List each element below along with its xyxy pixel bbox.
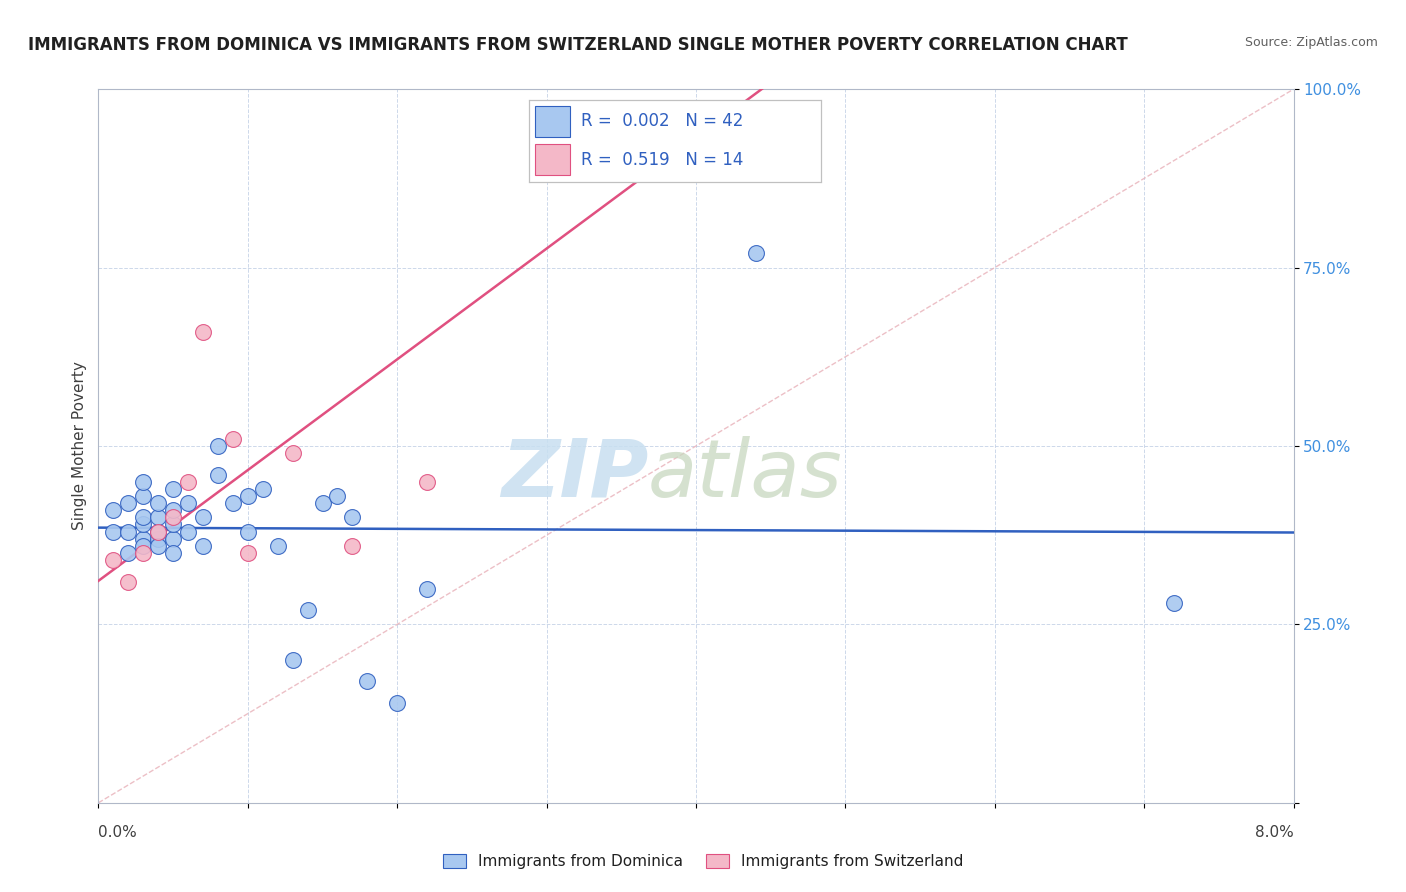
Point — [385, 696, 409, 710]
Point — [162, 546, 184, 560]
Point — [117, 574, 139, 589]
Point — [132, 489, 155, 503]
Y-axis label: Single Mother Poverty: Single Mother Poverty — [72, 361, 87, 531]
Point — [236, 489, 259, 503]
Point — [162, 517, 184, 532]
Point — [311, 496, 333, 510]
Point — [132, 546, 155, 560]
Point — [342, 510, 364, 524]
Text: Source: ZipAtlas.com: Source: ZipAtlas.com — [1244, 36, 1378, 49]
Point — [207, 467, 229, 482]
Point — [191, 510, 214, 524]
Point — [132, 510, 155, 524]
Point — [297, 603, 319, 617]
Point — [132, 517, 155, 532]
Point — [132, 475, 155, 489]
Point — [132, 539, 155, 553]
Point — [117, 524, 139, 539]
Point — [207, 439, 229, 453]
Point — [252, 482, 274, 496]
Point — [148, 539, 170, 553]
Point — [326, 489, 349, 503]
Point — [416, 582, 439, 596]
Point — [281, 653, 304, 667]
Point — [103, 503, 125, 517]
Point — [1163, 596, 1185, 610]
Point — [745, 246, 768, 260]
Point — [148, 524, 170, 539]
Point — [162, 482, 184, 496]
Text: IMMIGRANTS FROM DOMINICA VS IMMIGRANTS FROM SWITZERLAND SINGLE MOTHER POVERTY CO: IMMIGRANTS FROM DOMINICA VS IMMIGRANTS F… — [28, 36, 1128, 54]
Point — [162, 532, 184, 546]
Point — [148, 532, 170, 546]
Point — [267, 539, 290, 553]
Point — [550, 139, 572, 153]
Point — [162, 503, 184, 517]
Point — [117, 546, 139, 560]
Point — [191, 325, 214, 339]
Point — [103, 524, 125, 539]
Point — [162, 510, 184, 524]
Text: ZIP: ZIP — [501, 435, 648, 514]
Point — [117, 496, 139, 510]
Text: 0.0%: 0.0% — [98, 825, 138, 840]
Point — [103, 553, 125, 567]
Legend: Immigrants from Dominica, Immigrants from Switzerland: Immigrants from Dominica, Immigrants fro… — [437, 848, 969, 875]
Point — [236, 546, 259, 560]
Point — [148, 510, 170, 524]
Point — [177, 524, 200, 539]
Point — [356, 674, 378, 689]
Point — [132, 532, 155, 546]
Point — [416, 475, 439, 489]
Point — [191, 539, 214, 553]
Point — [222, 496, 245, 510]
Text: 8.0%: 8.0% — [1254, 825, 1294, 840]
Point — [342, 539, 364, 553]
Point — [148, 524, 170, 539]
Point — [236, 524, 259, 539]
Point — [148, 496, 170, 510]
Point — [177, 496, 200, 510]
Point — [177, 475, 200, 489]
Point — [222, 432, 245, 446]
Point — [595, 132, 617, 146]
Point — [281, 446, 304, 460]
Text: atlas: atlas — [648, 435, 844, 514]
